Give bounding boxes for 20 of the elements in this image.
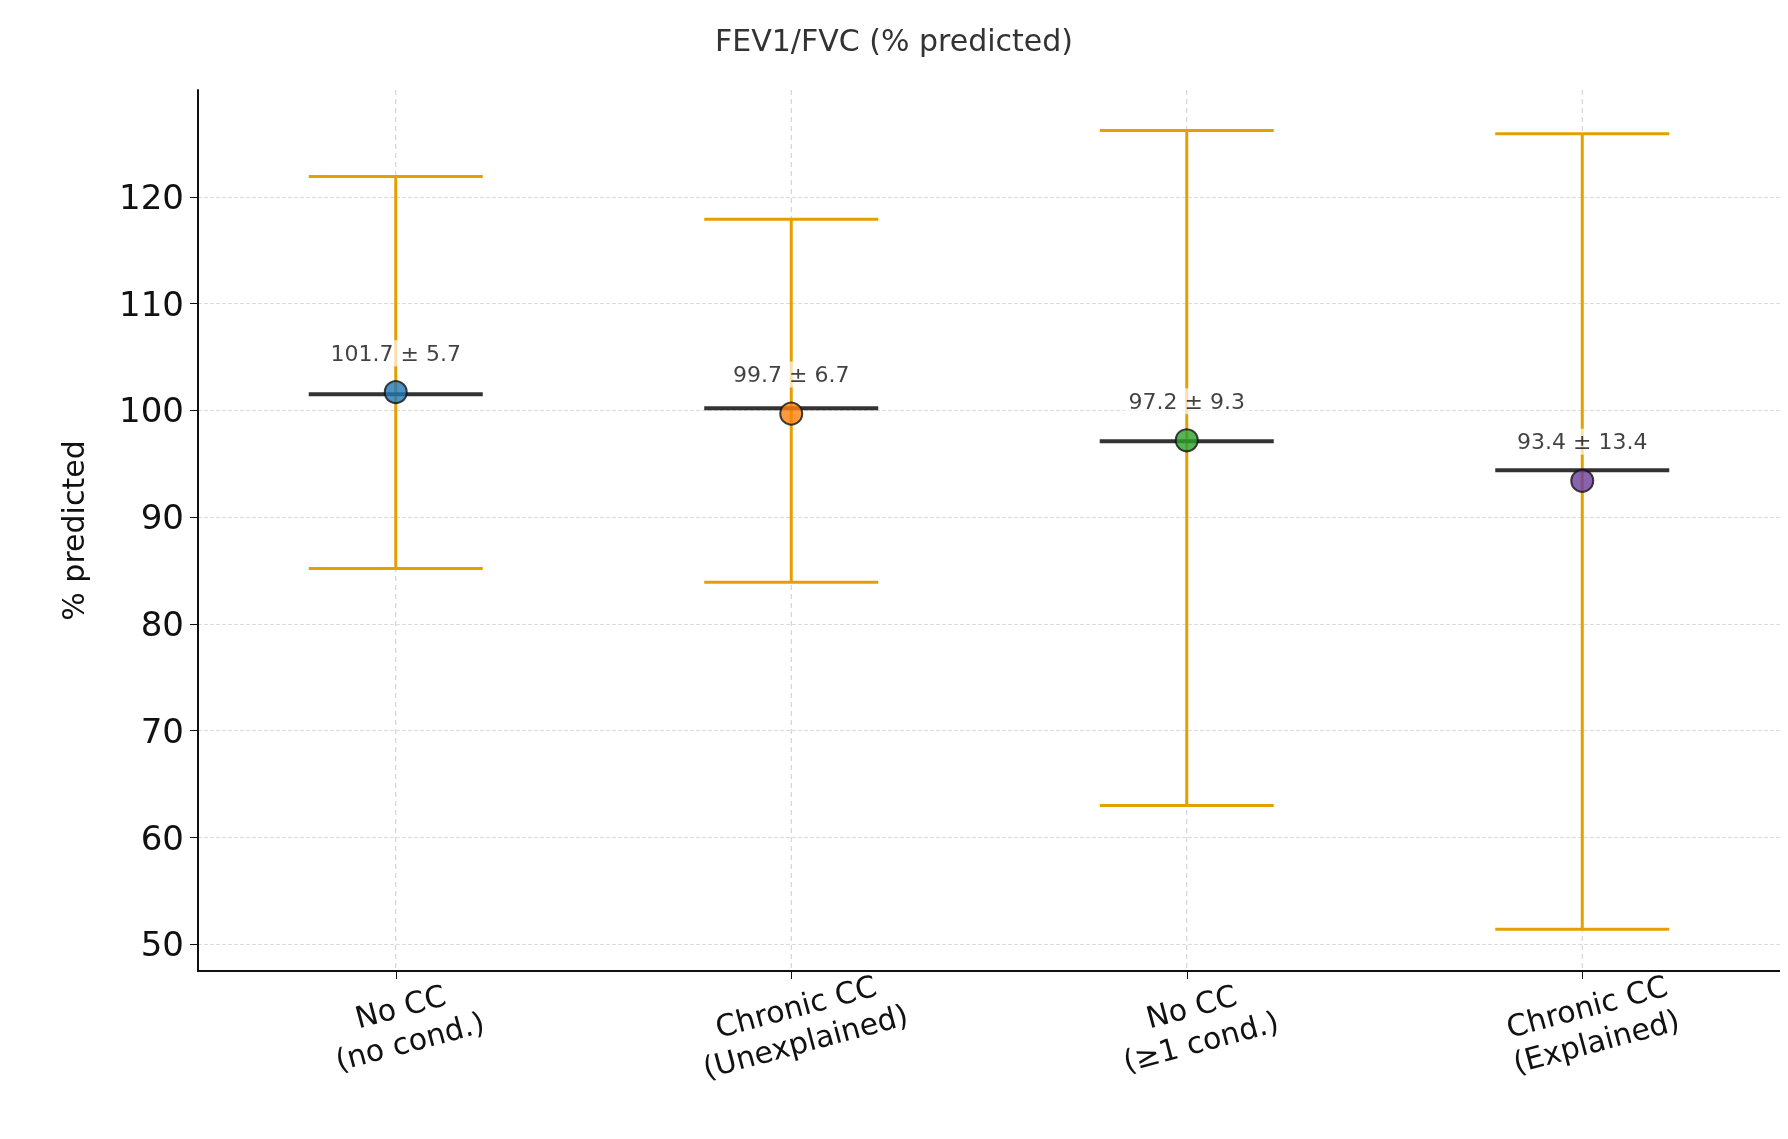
point	[383, 380, 408, 405]
y-tick-label: 110	[119, 283, 184, 324]
point	[1174, 428, 1199, 453]
y-tick-label: 70	[140, 710, 184, 751]
y-tick-label: 100	[119, 390, 184, 431]
y-tick-label: 50	[140, 924, 184, 965]
data-label: 93.4 ± 13.4	[1517, 429, 1648, 455]
y-tick-label: 120	[119, 176, 184, 217]
y-axis-title: % predicted	[55, 440, 91, 621]
y-tick-label: 90	[140, 497, 184, 538]
data-label: 99.7 ± 6.7	[733, 362, 850, 388]
y-tick-label: 80	[140, 603, 184, 644]
x-tick-label: No CC (no cond.)	[331, 977, 489, 1078]
y-tick-label: 60	[140, 817, 184, 858]
x-tick-label: No CC (≥1 cond.)	[1119, 977, 1283, 1079]
data-label: 101.7 ± 5.7	[330, 340, 461, 366]
point	[779, 401, 804, 426]
data-label: 97.2 ± 9.3	[1128, 388, 1245, 414]
chart-title: FEV1/FVC (% predicted)	[715, 22, 1073, 58]
point	[1570, 468, 1595, 493]
